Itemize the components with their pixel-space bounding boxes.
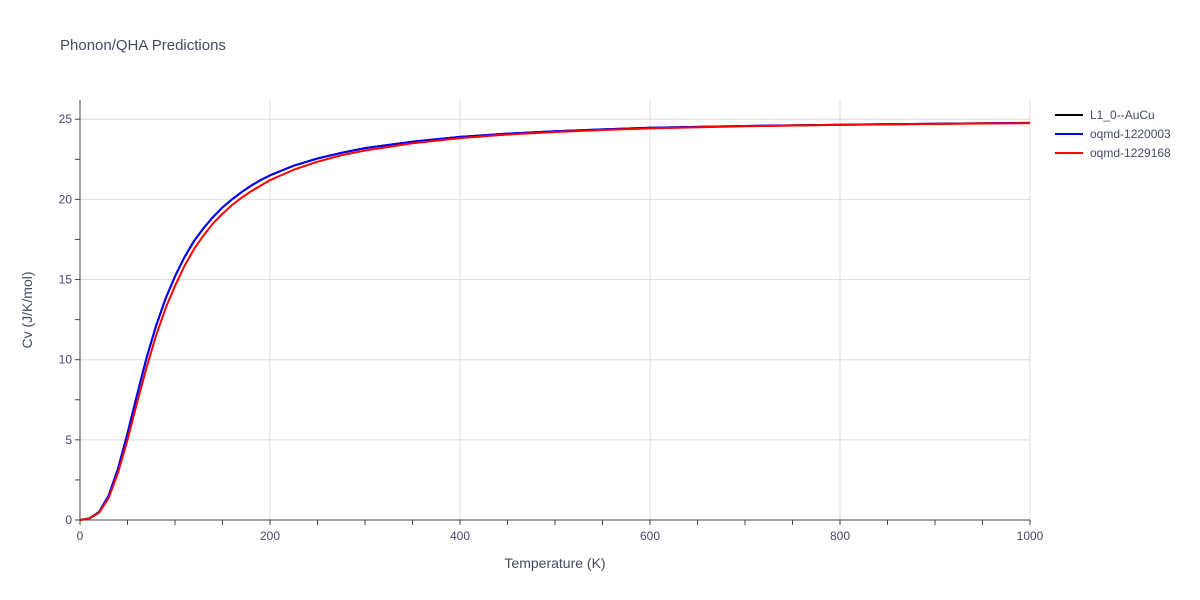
y-tick-label: 20 <box>59 192 73 206</box>
y-tick-label: 10 <box>59 353 73 367</box>
series-layer <box>79 121 1031 521</box>
legend-item[interactable]: L1_0--AuCu <box>1055 108 1155 122</box>
y-axis-label: Cv (J/K/mol) <box>19 272 35 349</box>
y-tick-label: 15 <box>59 273 73 287</box>
y-tick-label: 0 <box>65 513 72 527</box>
y-tick-label: 25 <box>59 112 73 126</box>
legend-item[interactable]: oqmd-1220003 <box>1055 127 1171 141</box>
tick-labels: 0 200 400 600 800 1000 0 5 10 15 20 25 <box>59 112 1044 543</box>
legend-item[interactable]: oqmd-1229168 <box>1055 146 1171 160</box>
series-line-oqmd-1220003 <box>79 121 1031 521</box>
axes <box>75 100 1031 525</box>
x-tick-label: 200 <box>260 529 280 543</box>
legend[interactable]: L1_0--AuCu oqmd-1220003 oqmd-1229168 <box>1055 108 1171 160</box>
series-line-L1_0--AuCu <box>79 121 1031 521</box>
x-tick-label: 1000 <box>1017 529 1044 543</box>
x-tick-label: 0 <box>77 529 84 543</box>
series-line-oqmd-1229168 <box>79 122 1031 521</box>
chart-title: Phonon/QHA Predictions <box>60 37 226 54</box>
legend-label: oqmd-1229168 <box>1090 146 1171 160</box>
x-tick-label: 800 <box>830 529 850 543</box>
x-tick-label: 600 <box>640 529 660 543</box>
x-axis-label: Temperature (K) <box>504 555 605 571</box>
x-tick-label: 400 <box>450 529 470 543</box>
y-tick-label: 5 <box>65 433 72 447</box>
legend-label: L1_0--AuCu <box>1090 108 1155 122</box>
legend-label: oqmd-1220003 <box>1090 127 1171 141</box>
grid-lines <box>80 100 1031 520</box>
